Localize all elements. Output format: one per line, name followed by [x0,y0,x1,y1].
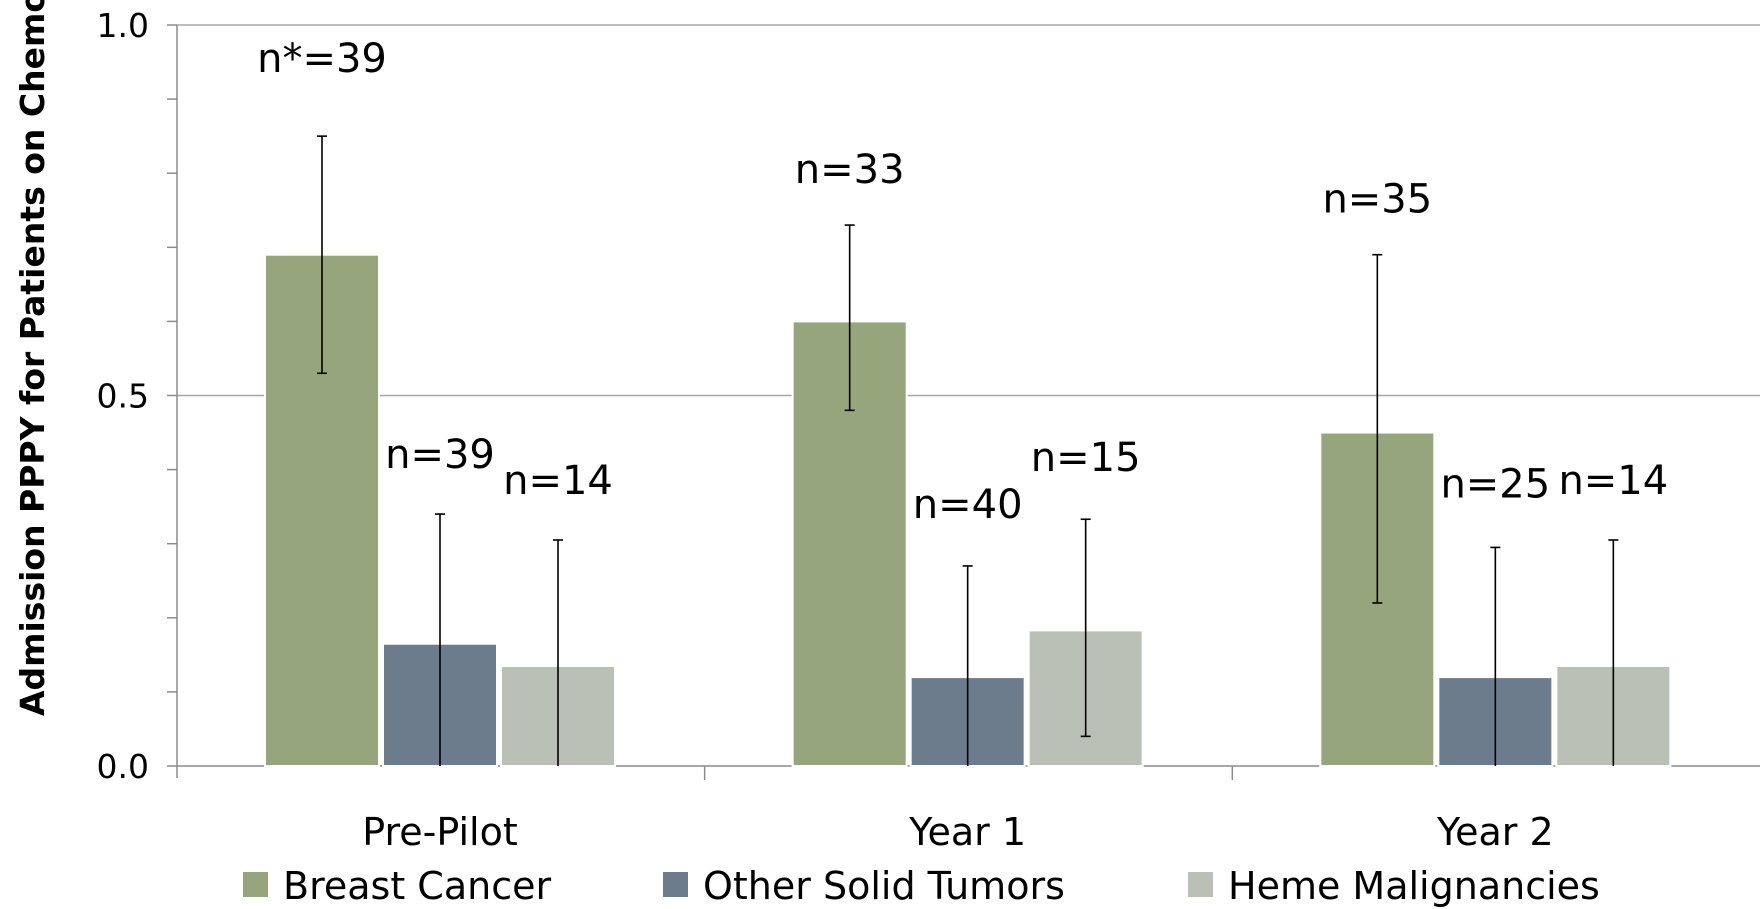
legend-swatch [663,872,688,897]
gridlines [177,24,1760,397]
legend-label: Breast Cancer [283,864,551,908]
n-label: n*=39 [257,36,387,82]
legend-swatch [1188,872,1213,897]
n-labels: n*=39n=33n=35n=39n=40 n=25n=14 n=15 n=14 [257,36,1668,528]
n-label: n=25 [1440,461,1550,507]
error-bars [317,135,1619,766]
y-tick-label: 0.5 [97,377,149,416]
category-labels: Pre-Pilot Year 1 Year 2 [362,810,1553,854]
y-ticks: 0.0 0.5 1.0 [97,6,1234,786]
n-label: n=33 [795,147,905,193]
n-label: n=14 [1558,458,1668,504]
legend: Breast Cancer Other Solid Tumors Heme Mali… [243,864,1600,908]
n-label: n=35 [1322,177,1432,223]
n-label: n=14 [503,458,613,504]
y-tick-label: 0.0 [97,747,149,786]
n-label: n=40 [913,482,1023,528]
legend-label: Heme Malignancies [1228,864,1600,908]
n-label: n=39 [385,432,495,478]
y-tick-label: 1.0 [97,6,149,45]
category-label: Pre-Pilot [362,810,517,854]
n-label: n=15 [1031,435,1141,481]
legend-swatch [243,872,268,897]
legend-label: Other Solid Tumors [703,864,1065,908]
category-label: Year 1 [908,810,1026,854]
y-axis-title: Admission PPPY for Patients on Chemo [13,0,52,716]
category-label: Year 2 [1436,810,1554,854]
